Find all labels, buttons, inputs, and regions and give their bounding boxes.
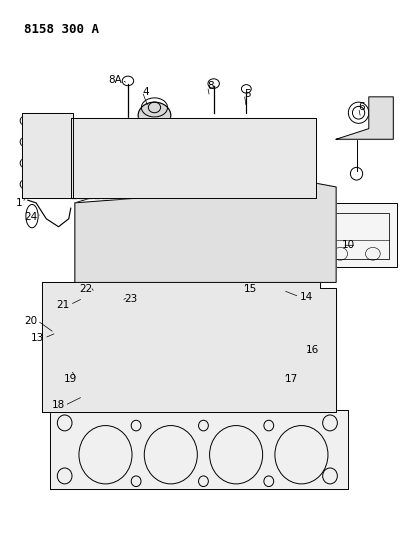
Ellipse shape bbox=[263, 211, 299, 264]
Text: 6: 6 bbox=[358, 102, 365, 112]
Bar bbox=[324, 214, 389, 259]
Ellipse shape bbox=[136, 300, 165, 318]
Text: 12: 12 bbox=[261, 250, 274, 260]
Polygon shape bbox=[336, 97, 393, 139]
Text: 14: 14 bbox=[299, 292, 313, 302]
Bar bbox=[316, 203, 397, 266]
Text: 21: 21 bbox=[57, 300, 70, 310]
Text: 18: 18 bbox=[51, 400, 65, 410]
Text: 23: 23 bbox=[124, 294, 137, 304]
Ellipse shape bbox=[271, 300, 299, 318]
Text: 15: 15 bbox=[244, 284, 258, 294]
Polygon shape bbox=[22, 113, 73, 198]
Ellipse shape bbox=[226, 300, 254, 318]
Ellipse shape bbox=[138, 102, 171, 128]
Ellipse shape bbox=[152, 211, 189, 264]
Bar bbox=[55, 334, 66, 343]
Text: 19: 19 bbox=[64, 374, 77, 384]
Text: 22: 22 bbox=[79, 284, 92, 294]
Ellipse shape bbox=[208, 211, 244, 264]
Polygon shape bbox=[71, 118, 316, 198]
Text: 8A: 8A bbox=[108, 75, 122, 85]
Text: 4: 4 bbox=[142, 86, 149, 96]
Text: 13: 13 bbox=[299, 266, 313, 276]
Text: 17: 17 bbox=[285, 374, 298, 384]
Text: 20: 20 bbox=[24, 316, 37, 326]
Polygon shape bbox=[75, 182, 336, 282]
Text: 11: 11 bbox=[216, 230, 229, 240]
Polygon shape bbox=[51, 410, 349, 489]
Text: 16: 16 bbox=[305, 345, 319, 356]
Ellipse shape bbox=[181, 300, 210, 318]
Text: 3: 3 bbox=[64, 172, 71, 181]
Text: 13: 13 bbox=[31, 333, 44, 343]
Text: 10: 10 bbox=[342, 240, 356, 251]
Text: 1: 1 bbox=[16, 198, 23, 208]
Text: 8: 8 bbox=[208, 81, 214, 91]
Ellipse shape bbox=[97, 211, 134, 264]
Text: 8158 300 A: 8158 300 A bbox=[24, 22, 99, 36]
Polygon shape bbox=[42, 282, 336, 413]
Text: 9: 9 bbox=[297, 187, 304, 197]
Ellipse shape bbox=[91, 300, 120, 318]
Text: 5: 5 bbox=[244, 89, 251, 99]
Text: 2: 2 bbox=[24, 134, 31, 144]
Text: 24: 24 bbox=[24, 212, 37, 222]
Text: 7: 7 bbox=[261, 148, 267, 158]
